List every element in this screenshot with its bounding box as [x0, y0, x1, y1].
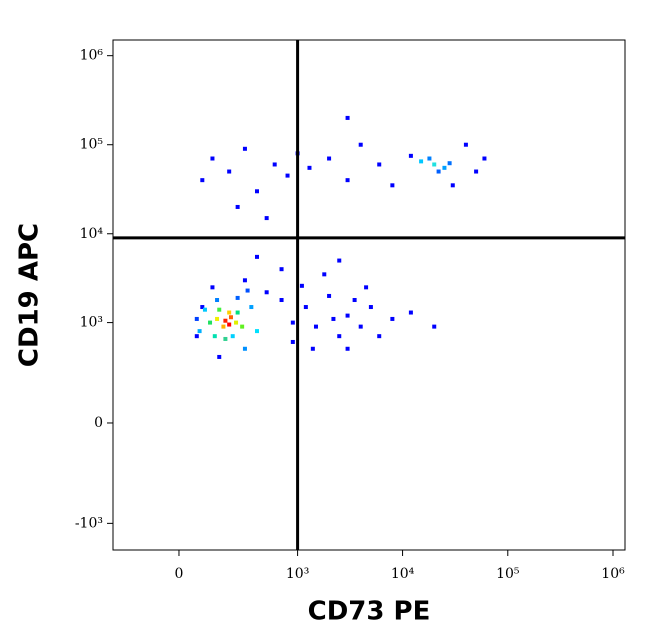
- event-dot: [202, 307, 207, 312]
- event-dot: [327, 156, 332, 161]
- event-dot: [432, 162, 437, 167]
- event-dot: [212, 334, 217, 339]
- y-tick-label: -10³: [75, 515, 103, 531]
- event-dot: [337, 258, 342, 263]
- event-dot: [234, 320, 239, 325]
- event-dot: [450, 183, 455, 188]
- event-dot: [436, 169, 441, 174]
- x-axis-title: CD73 PE: [308, 597, 431, 627]
- event-dot: [235, 204, 240, 209]
- event-dot: [264, 216, 269, 221]
- event-dot: [482, 156, 487, 161]
- event-dot: [227, 322, 232, 327]
- event-dot: [215, 298, 220, 303]
- event-dot: [254, 189, 259, 194]
- event-dot: [313, 324, 318, 329]
- event-dot: [210, 285, 215, 290]
- event-dot: [427, 156, 432, 161]
- event-dot: [327, 293, 332, 298]
- event-dot: [390, 316, 395, 321]
- event-dot: [364, 285, 369, 290]
- event-dot: [230, 334, 235, 339]
- event-dot: [200, 305, 205, 310]
- event-dot: [419, 159, 424, 164]
- event-dot: [285, 173, 290, 178]
- event-dot: [242, 346, 247, 351]
- event-dot: [223, 318, 228, 323]
- plot-frame: [112, 39, 626, 551]
- event-dot: [254, 329, 259, 334]
- event-dot: [345, 346, 350, 351]
- event-dot: [223, 336, 228, 341]
- event-dot: [345, 313, 350, 318]
- event-dot: [408, 153, 413, 158]
- y-axis-title: CD19 APC: [15, 223, 45, 367]
- event-dot: [235, 295, 240, 300]
- y-tick-label: 0: [94, 415, 103, 431]
- event-dot: [221, 324, 226, 329]
- event-dot: [322, 272, 327, 277]
- event-dot: [463, 142, 468, 147]
- event-dot: [368, 305, 373, 310]
- event-dot: [290, 320, 295, 325]
- y-tick-label: 10⁶: [80, 48, 104, 64]
- event-dot: [217, 307, 222, 312]
- y-tick-label: 10⁵: [80, 137, 104, 153]
- x-tick-label: 10⁵: [496, 566, 520, 582]
- event-dot: [331, 316, 336, 321]
- y-tick-label: 10³: [80, 315, 103, 331]
- event-dot: [249, 305, 254, 310]
- event-dot: [235, 310, 240, 315]
- event-dot: [474, 169, 479, 174]
- event-dot: [245, 288, 250, 293]
- event-dot: [279, 298, 284, 303]
- event-dot: [200, 178, 205, 183]
- event-dot: [358, 142, 363, 147]
- event-dot: [240, 324, 245, 329]
- event-dot: [264, 290, 269, 295]
- y-tick-label: 10⁴: [80, 226, 104, 242]
- event-dot: [442, 165, 447, 170]
- event-dot: [227, 310, 232, 315]
- x-tick-label: 10³: [286, 566, 309, 582]
- x-tick-label: 0: [175, 566, 184, 582]
- event-dot: [242, 146, 247, 151]
- event-dot: [345, 115, 350, 120]
- event-dot: [432, 324, 437, 329]
- x-tick-label: 10⁴: [391, 566, 415, 582]
- event-dot: [197, 329, 202, 334]
- event-dot: [345, 178, 350, 183]
- event-dot: [217, 354, 222, 359]
- event-dot: [377, 162, 382, 167]
- event-dot: [242, 278, 247, 283]
- event-dot: [337, 334, 342, 339]
- event-dot: [447, 161, 452, 166]
- event-dot: [279, 267, 284, 272]
- event-dot: [194, 316, 199, 321]
- event-dot: [307, 165, 312, 170]
- event-dot: [303, 305, 308, 310]
- event-dot: [228, 315, 233, 320]
- event-dot: [272, 162, 277, 167]
- event-dot: [210, 156, 215, 161]
- event-dot: [358, 324, 363, 329]
- event-dot: [215, 316, 220, 321]
- event-dot: [408, 310, 413, 315]
- event-dot: [227, 169, 232, 174]
- event-dot: [208, 320, 213, 325]
- event-dot: [390, 183, 395, 188]
- event-dot: [194, 334, 199, 339]
- x-tick-label: 10⁶: [601, 566, 625, 582]
- event-dot: [254, 254, 259, 259]
- event-dot: [299, 283, 304, 288]
- event-dot: [290, 339, 295, 344]
- event-dot: [377, 334, 382, 339]
- event-dot: [352, 298, 357, 303]
- event-dot: [310, 346, 315, 351]
